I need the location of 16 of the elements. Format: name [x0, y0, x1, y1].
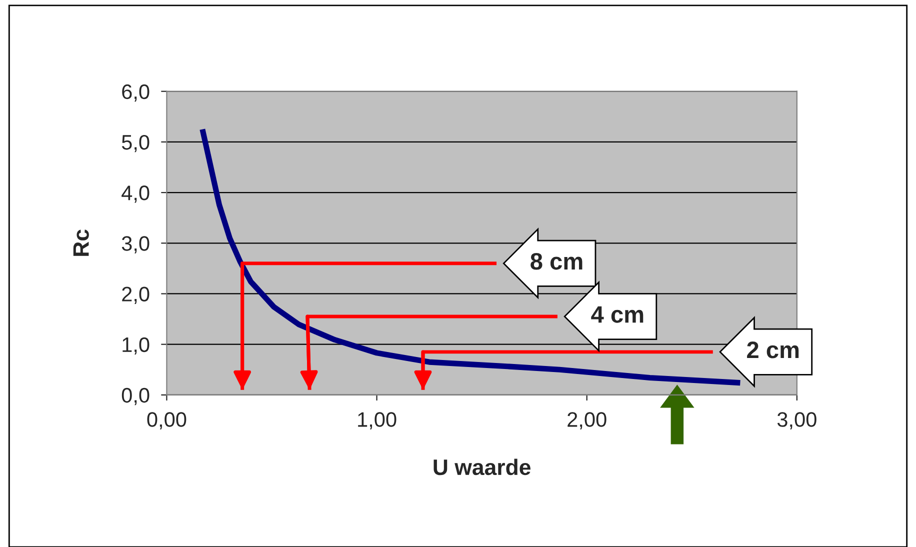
y-tick-label: 3,0	[122, 236, 150, 254]
x-tick-label: 1,00	[358, 412, 396, 430]
x-axis-title: U waarde	[434, 458, 530, 476]
y-tick-label: 0,0	[122, 388, 150, 406]
y-axis-title: Rc	[73, 230, 89, 256]
annotation: 4 cm	[591, 306, 644, 323]
x-tick-label: 3,00	[777, 412, 816, 430]
y-tick-label: 4,0	[122, 186, 150, 203]
x-tick-label: 2,00	[568, 412, 606, 430]
annotation: 2 cm	[747, 342, 799, 358]
y-tick-label: 6,0	[122, 84, 150, 102]
x-tick-label: 0,00	[147, 412, 186, 430]
y-tick-label: 5,0	[122, 134, 150, 152]
annotation: 8 cm	[530, 253, 582, 270]
y-tick-label: 1,0	[122, 337, 150, 355]
y-tick-label: 2,0	[122, 286, 150, 304]
